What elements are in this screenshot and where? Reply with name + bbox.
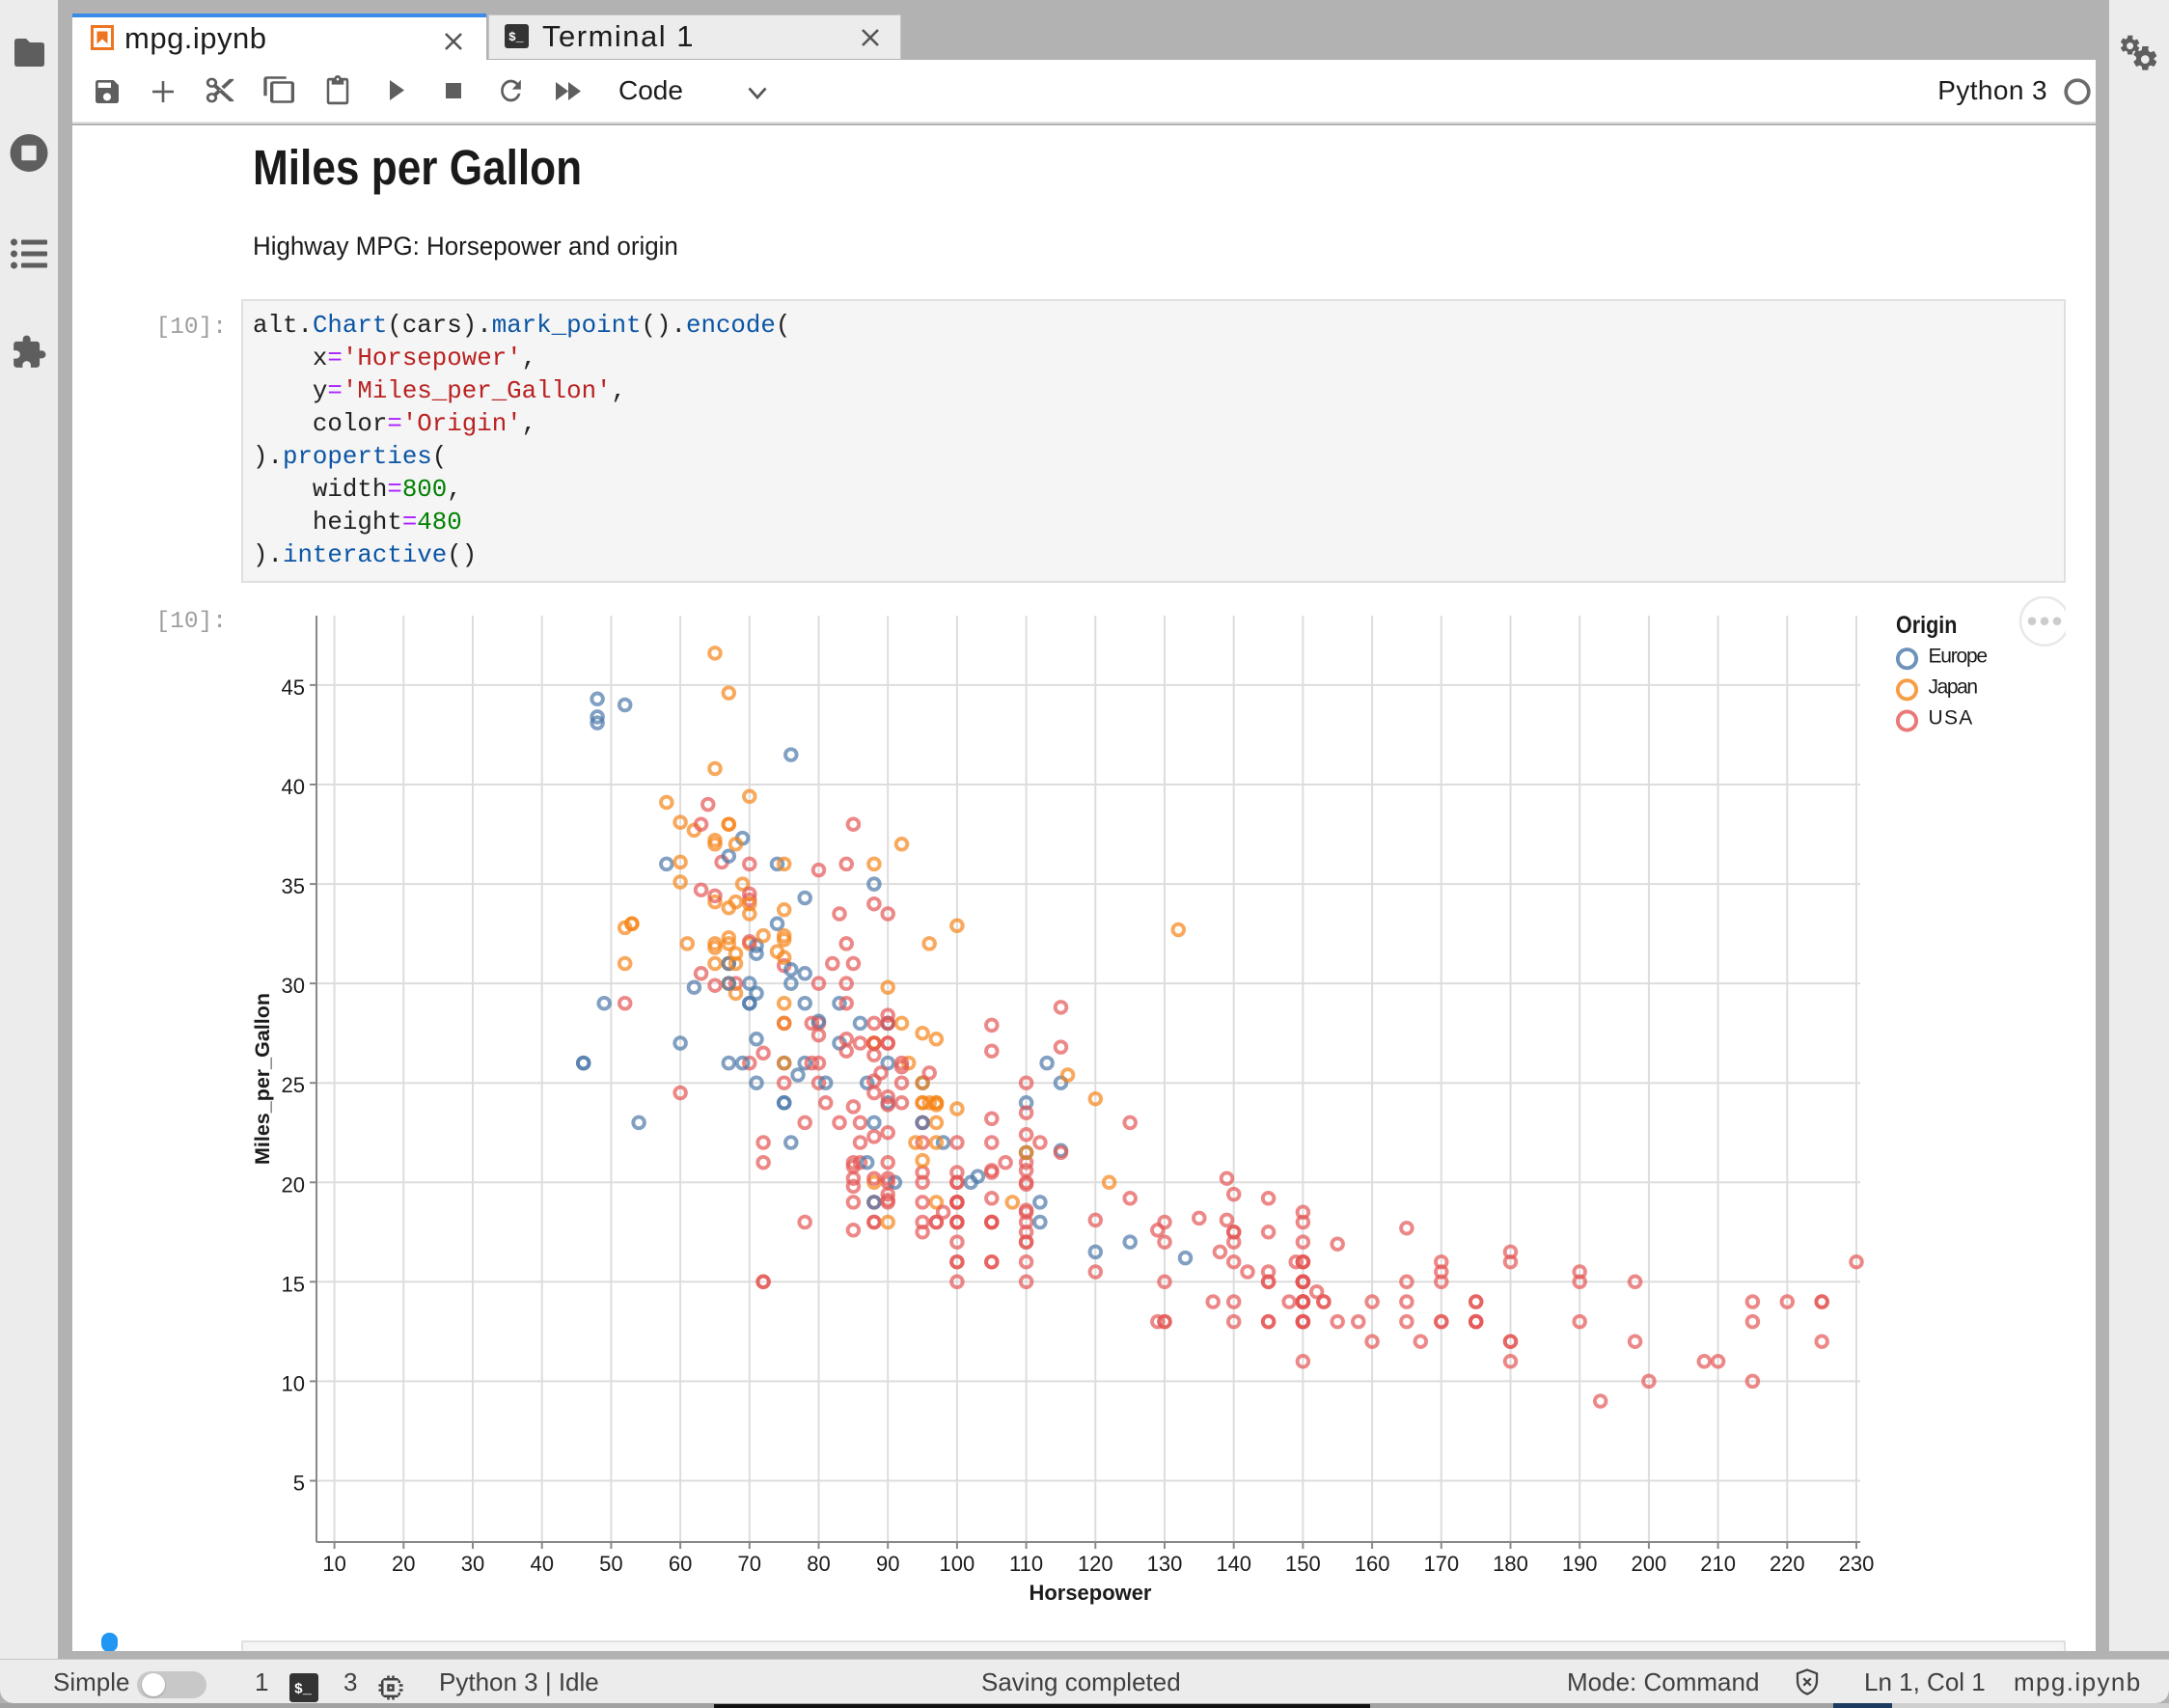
svg-text:Horsepower: Horsepower	[1030, 1581, 1152, 1605]
svg-text:40: 40	[282, 775, 305, 799]
svg-text:80: 80	[807, 1552, 830, 1576]
svg-text:210: 210	[1700, 1552, 1736, 1576]
svg-text:40: 40	[530, 1552, 553, 1576]
svg-text:5: 5	[293, 1472, 305, 1496]
svg-text:190: 190	[1562, 1552, 1598, 1576]
svg-text:180: 180	[1493, 1552, 1528, 1576]
svg-text:20: 20	[282, 1172, 305, 1197]
svg-text:200: 200	[1632, 1552, 1667, 1576]
svg-text:10: 10	[282, 1371, 305, 1395]
svg-text:120: 120	[1078, 1552, 1113, 1576]
svg-text:170: 170	[1423, 1552, 1459, 1576]
svg-text:USA: USA	[1929, 707, 1973, 730]
svg-text:110: 110	[1009, 1552, 1043, 1576]
svg-text:$_: $_	[508, 30, 524, 44]
svg-text:70: 70	[738, 1552, 761, 1576]
svg-text:60: 60	[669, 1552, 692, 1576]
svg-text:230: 230	[1839, 1552, 1875, 1576]
svg-text:Japan: Japan	[1929, 676, 1979, 699]
svg-text:50: 50	[599, 1552, 622, 1576]
svg-text:220: 220	[1770, 1552, 1805, 1576]
svg-text:130: 130	[1147, 1552, 1183, 1576]
svg-text:15: 15	[282, 1272, 305, 1296]
svg-text:30: 30	[461, 1552, 484, 1576]
svg-text:100: 100	[940, 1552, 975, 1576]
svg-text:Origin: Origin	[1896, 612, 1957, 639]
svg-text:45: 45	[282, 675, 305, 700]
svg-text:35: 35	[282, 874, 305, 898]
svg-text:140: 140	[1216, 1552, 1251, 1576]
svg-text:90: 90	[876, 1552, 899, 1576]
svg-text:30: 30	[282, 974, 305, 998]
svg-text:Europe: Europe	[1929, 645, 1989, 667]
svg-text:150: 150	[1285, 1552, 1321, 1576]
svg-text:160: 160	[1355, 1552, 1390, 1576]
svg-text:Miles_per_Gallon: Miles_per_Gallon	[251, 993, 274, 1165]
svg-text:25: 25	[282, 1073, 305, 1097]
svg-text:$_: $_	[294, 1681, 313, 1697]
svg-text:20: 20	[392, 1552, 415, 1576]
svg-text:10: 10	[322, 1552, 345, 1576]
